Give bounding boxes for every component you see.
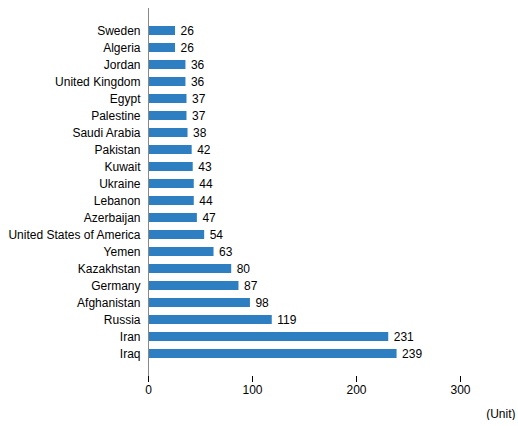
svg-text:Lebanon: Lebanon <box>94 194 141 208</box>
svg-text:Algeria: Algeria <box>103 41 141 55</box>
svg-text:37: 37 <box>192 109 206 123</box>
svg-text:Azerbaijan: Azerbaijan <box>84 211 141 225</box>
svg-text:98: 98 <box>255 296 269 310</box>
svg-text:80: 80 <box>237 262 251 276</box>
svg-text:Sweden: Sweden <box>97 24 140 38</box>
svg-text:United Kingdom: United Kingdom <box>55 75 140 89</box>
svg-text:200: 200 <box>346 383 366 397</box>
svg-text:87: 87 <box>244 279 258 293</box>
svg-text:26: 26 <box>181 24 195 38</box>
svg-text:Jordan: Jordan <box>104 58 141 72</box>
svg-text:Afghanistan: Afghanistan <box>77 296 140 310</box>
svg-text:43: 43 <box>198 160 212 174</box>
svg-text:Kazakhstan: Kazakhstan <box>78 262 141 276</box>
svg-text:(Unit): (Unit) <box>486 407 515 421</box>
svg-text:300: 300 <box>450 383 470 397</box>
svg-text:63: 63 <box>219 245 233 259</box>
svg-text:Russia: Russia <box>104 313 141 327</box>
svg-text:37: 37 <box>192 92 206 106</box>
svg-text:Germany: Germany <box>91 279 140 293</box>
svg-text:Iraq: Iraq <box>120 347 141 361</box>
svg-text:231: 231 <box>394 330 414 344</box>
svg-text:36: 36 <box>191 58 205 72</box>
svg-text:0: 0 <box>145 383 152 397</box>
svg-text:100: 100 <box>242 383 262 397</box>
svg-text:Egypt: Egypt <box>110 92 141 106</box>
svg-text:Ukraine: Ukraine <box>99 177 141 191</box>
svg-text:Iran: Iran <box>120 330 141 344</box>
svg-text:38: 38 <box>193 126 207 140</box>
svg-text:Yemen: Yemen <box>104 245 141 259</box>
svg-text:Kuwait: Kuwait <box>104 160 141 174</box>
svg-text:47: 47 <box>202 211 216 225</box>
svg-text:239: 239 <box>402 347 422 361</box>
svg-text:Saudi Arabia: Saudi Arabia <box>72 126 140 140</box>
svg-text:119: 119 <box>277 313 296 327</box>
svg-text:Palestine: Palestine <box>91 109 141 123</box>
svg-text:26: 26 <box>181 41 195 55</box>
svg-text:Pakistan: Pakistan <box>94 143 140 157</box>
svg-text:54: 54 <box>210 228 224 242</box>
svg-text:42: 42 <box>197 143 211 157</box>
svg-text:44: 44 <box>199 194 213 208</box>
svg-text:United States of America: United States of America <box>8 228 140 242</box>
svg-text:44: 44 <box>199 177 213 191</box>
svg-text:36: 36 <box>191 75 205 89</box>
